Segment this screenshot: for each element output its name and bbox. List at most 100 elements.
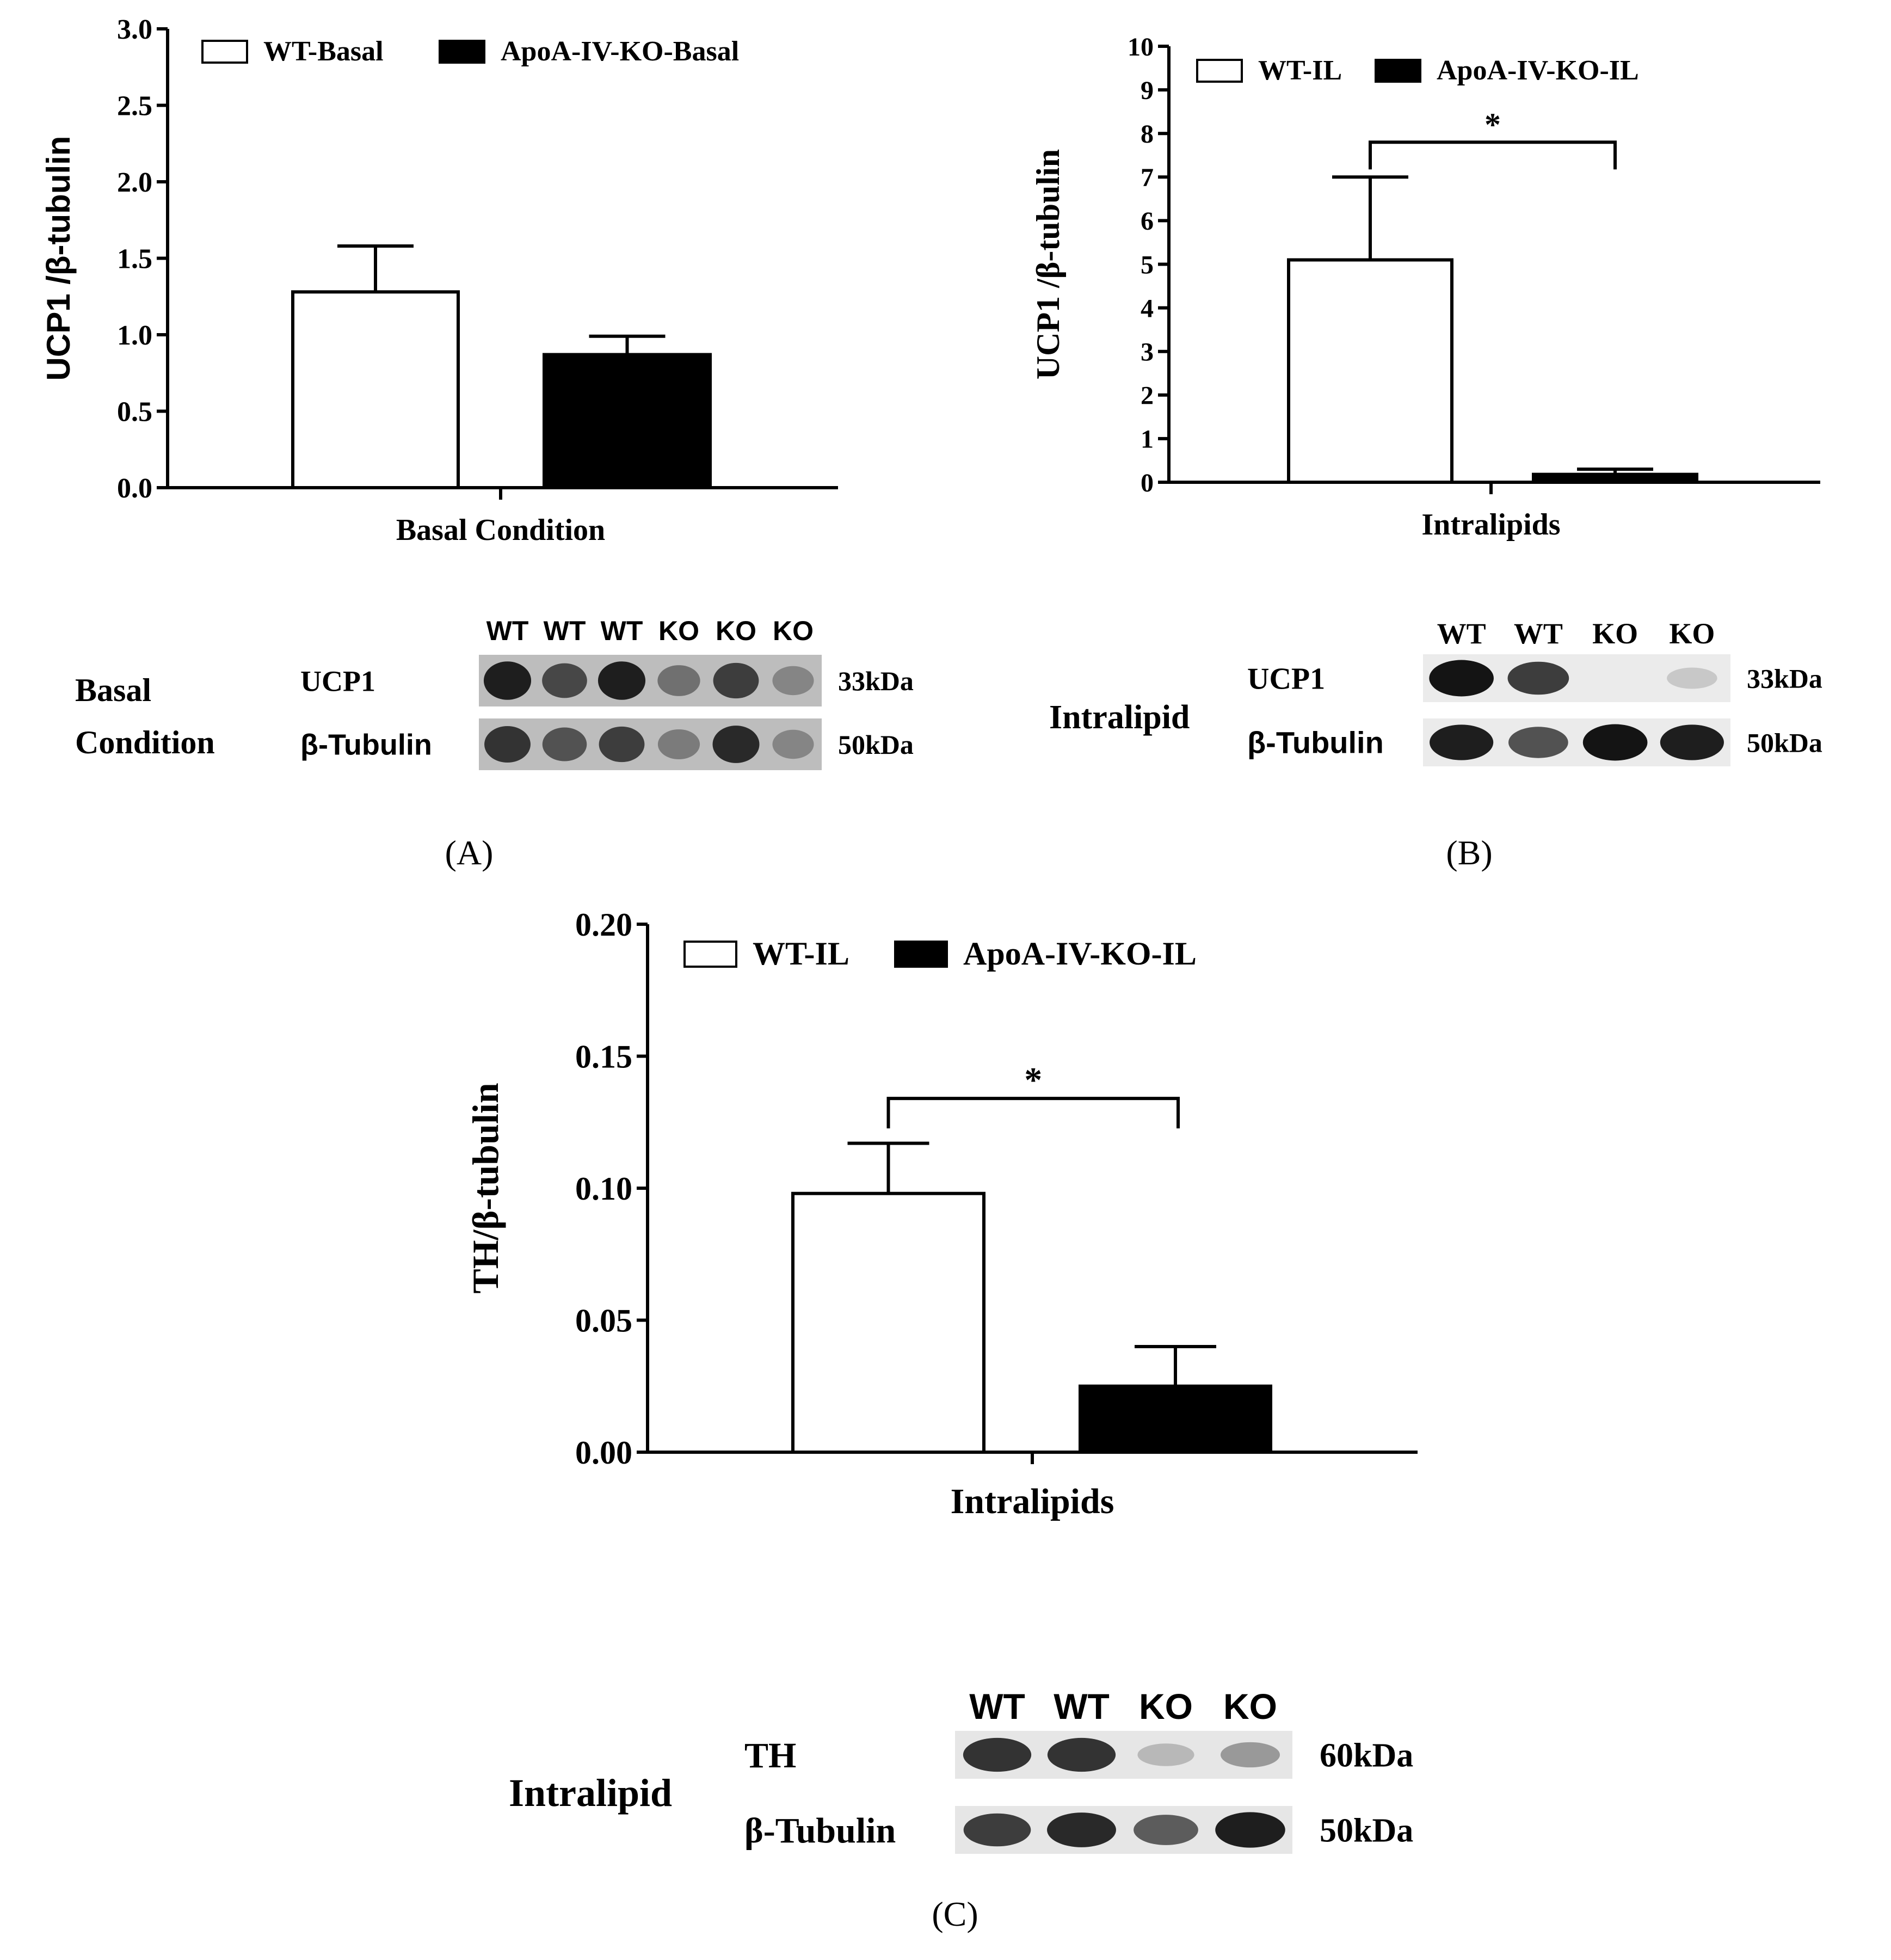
chart-a-legend-label-wt: WT-Basal: [263, 36, 384, 67]
blot-a-lane-label: WT: [601, 616, 643, 646]
chart-c-x-label: Intralipids: [951, 1482, 1114, 1521]
chart-b-significance-bracket: [1369, 140, 1617, 170]
chart-b-legend-swatch-wt: [1196, 59, 1243, 83]
blot-c-lane-label: WT: [969, 1686, 1025, 1726]
chart-b-y-tick-label: 10: [1128, 33, 1154, 62]
blot-a-size-label: 33kDa: [838, 666, 914, 696]
chart-c-legend-label-ko: ApoA-IV-KO-IL: [963, 936, 1197, 972]
blot-b-blot-band: [1430, 724, 1494, 760]
blot-b-blot-band: [1508, 727, 1568, 758]
chart-b-legend-label-wt: WT-IL: [1258, 55, 1342, 86]
chart-a-y-tick-label: 3.0: [117, 14, 152, 45]
chart-a-bar-ko: [543, 353, 712, 490]
chart-b-y-tick-label: 8: [1141, 120, 1154, 149]
chart-c-bar-ko: [1079, 1384, 1272, 1454]
chart-c-significance-star: *: [1024, 1060, 1042, 1100]
chart-a-legend-swatch-wt: [201, 40, 248, 64]
blot-c-protein-label: TH: [744, 1736, 796, 1775]
chart-a-legend-label-ko: ApoA-IV-KO-Basal: [501, 36, 739, 67]
blot-a-blot-band: [657, 729, 700, 760]
chart-a: 0.0 0.5 1.0 1.5 2.0 2.5 3.0 UCP1 /β-tubulin Basa…: [40, 14, 838, 547]
chart-a-x-label: Basal Condition: [396, 513, 605, 547]
chart-c-y-tick-label: 0.20: [575, 907, 632, 943]
chart-c-legend-swatch-wt: [683, 941, 737, 968]
chart-c-y-tick-label: 0.00: [575, 1435, 632, 1471]
chart-a-legend-swatch-ko: [439, 40, 485, 64]
blot-b-size-label: 50kDa: [1747, 728, 1822, 758]
chart-b-y-tick-label: 1: [1141, 425, 1154, 454]
blot-b-protein-label: UCP1: [1247, 662, 1325, 696]
blot-b-blot-band: [1667, 667, 1717, 689]
chart-a-y-tick-label: 2.0: [117, 167, 152, 198]
blot-a-protein-label: UCP1: [300, 665, 375, 697]
blot-b-lane-label: WT: [1437, 617, 1486, 650]
blot-a-blot-band: [713, 662, 759, 699]
chart-b-y-tick-label: 9: [1141, 76, 1154, 105]
blot-c-blot-band: [963, 1813, 1031, 1847]
blot-c-blot-band: [1047, 1812, 1116, 1847]
blot-c-lane-label: KO: [1139, 1686, 1193, 1726]
blot-b-blot-band: [1660, 724, 1724, 760]
blot-a-lane-label: WT: [486, 616, 529, 646]
chart-b-y-tick-label: 5: [1141, 250, 1154, 279]
chart-b-bar-wt: [1287, 258, 1453, 484]
blot-b-blot-band: [1582, 724, 1648, 761]
chart-a-y-tick-label: 2.5: [117, 91, 152, 122]
blot-a-protein-label: β-Tubulin: [300, 728, 432, 761]
blot-a-lane-label: KO: [716, 616, 756, 646]
chart-b-y-tick-label: 0: [1141, 469, 1154, 497]
blot-c-blot-band: [1220, 1742, 1280, 1768]
chart-a-bar-wt: [291, 290, 460, 489]
chart-a-y-tick-label: 0.0: [117, 473, 152, 504]
chart-c-legend-swatch-ko: [894, 941, 948, 968]
blot-b-blot-band: [1507, 661, 1569, 695]
blot-a-blot-strip: [479, 718, 822, 770]
chart-b-legend-swatch-ko: [1375, 59, 1421, 83]
blot-b-lane-label: KO: [1592, 617, 1638, 650]
blot-c: Intralipid WT WT KO KO TH 60kDa β-Tubulin 50kDa: [509, 1686, 1413, 1854]
chart-b-significance-star: *: [1485, 107, 1501, 143]
blot-c-size-label: 60kDa: [1320, 1737, 1413, 1774]
blot-a-blot-band: [712, 726, 760, 763]
chart-a-y-label: UCP1 /β-tubulin: [40, 136, 77, 381]
blot-a-blot-band: [483, 661, 532, 700]
chart-a-y-tick-label: 1.0: [117, 320, 152, 351]
chart-c-bar-wt: [791, 1191, 985, 1454]
blot-a-condition-label: Basal: [75, 672, 151, 708]
chart-c-y-label: TH/β-tubulin: [465, 1083, 506, 1293]
chart-c-y-tick-label: 0.05: [575, 1303, 632, 1339]
blot-b-condition-label: Intralipid: [1049, 699, 1190, 736]
panel-label-b: (B): [1446, 833, 1492, 872]
blot-a-blot-strip: [479, 655, 822, 706]
chart-b-y-tick-label: 3: [1141, 338, 1154, 367]
blot-a: Basal Condition WT WT WT KO KO KO UCP1 33kDa β-Tub…: [75, 616, 914, 770]
blot-a-blot-band: [598, 661, 646, 700]
blot-b-size-label: 33kDa: [1747, 663, 1822, 694]
blot-a-blot-band: [599, 726, 645, 763]
blot-b-blot-band: [1429, 660, 1494, 697]
blot-c-blot-band: [1215, 1812, 1285, 1848]
chart-c: 0.00 0.05 0.10 0.15 0.20 TH/β-tubulin Intralip…: [465, 907, 1418, 1521]
chart-a-y-tick-label: 1.5: [117, 244, 152, 275]
blot-b-lane-label: WT: [1514, 617, 1563, 650]
blot-c-blot-band: [1134, 1815, 1198, 1845]
blot-a-blot-band: [542, 727, 587, 761]
blot-c-lane-label: KO: [1223, 1686, 1277, 1726]
blot-b: Intralipid WT WT KO KO UCP1 33kDa β-Tubulin 50kD…: [1049, 617, 1822, 766]
blot-b-protein-label: β-Tubulin: [1247, 726, 1384, 760]
blot-a-lane-label: WT: [544, 616, 586, 646]
blot-a-lane-label: KO: [658, 616, 699, 646]
panel-label-a: (A): [445, 833, 494, 872]
chart-c-legend-label-wt: WT-IL: [753, 936, 849, 972]
chart-c-y-tick-label: 0.10: [575, 1171, 632, 1207]
blot-c-blot-band: [1047, 1737, 1116, 1772]
blot-c-blot-band: [963, 1737, 1032, 1772]
blot-a-lane-label: KO: [773, 616, 814, 646]
blot-c-blot-band: [1137, 1743, 1194, 1766]
blot-a-size-label: 50kDa: [838, 729, 914, 760]
chart-b-y-tick-label: 7: [1141, 163, 1154, 192]
chart-a-y-tick-label: 0.5: [117, 397, 152, 428]
blot-c-condition-label: Intralipid: [509, 1771, 672, 1815]
